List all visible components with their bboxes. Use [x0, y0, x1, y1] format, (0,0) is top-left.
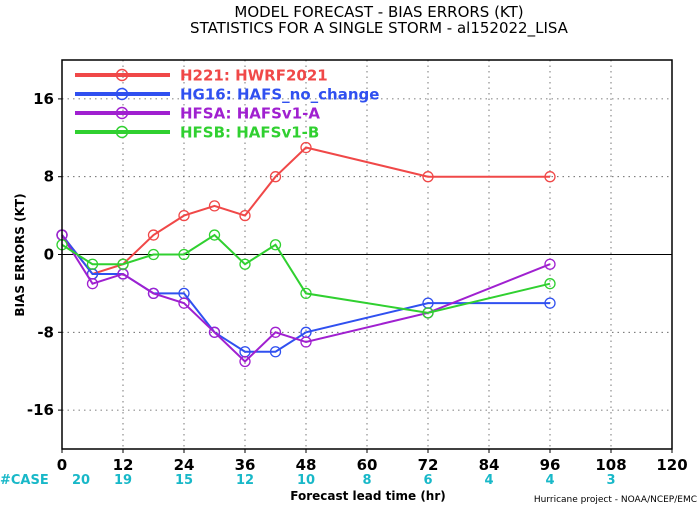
- x-tick-label: 36: [235, 456, 256, 474]
- series-line: [61, 234, 551, 363]
- data-point: [422, 307, 434, 319]
- y-tick-label: 0: [44, 246, 54, 264]
- data-point: [269, 171, 282, 183]
- series-line: [61, 233, 551, 314]
- legend-label: HG16: HAFS_no_change: [180, 86, 379, 104]
- data-point: [544, 258, 556, 270]
- chart-subtitle: STATISTICS FOR A SINGLE STORM - al152022…: [190, 19, 569, 38]
- data-point: [239, 355, 251, 368]
- case-count: 3: [606, 473, 615, 488]
- data-point: [239, 258, 251, 270]
- data-point: [147, 287, 160, 300]
- x-tick-label: 108: [595, 456, 626, 474]
- series-3: [56, 229, 556, 368]
- data-point: [544, 171, 556, 183]
- data-point: [544, 297, 556, 309]
- case-count: 15: [175, 473, 193, 488]
- data-point: [86, 258, 99, 270]
- y-axis-label: BIAS ERRORS (KT): [13, 193, 27, 316]
- data-point: [300, 336, 312, 348]
- case-counts: 20 19 15 12 10 8 6 4 4 3: [72, 473, 616, 488]
- data-point: [544, 278, 556, 290]
- data-point: [422, 171, 434, 183]
- x-tick-label: 60: [357, 456, 378, 474]
- data-point: [86, 278, 99, 290]
- case-label: #CASE: [0, 473, 49, 488]
- case-count: 12: [236, 473, 254, 488]
- y-tick-label: 8: [44, 168, 54, 186]
- data-point: [147, 248, 160, 261]
- legend-swatch-marker: [115, 125, 129, 139]
- y-tick-labels: -16 -8 0 8 16: [27, 90, 62, 419]
- legend-label: HFSB: HAFSv1-B: [180, 124, 319, 142]
- x-tick-labels: 0 12 24 36 48 60 72 84 96 108 120: [57, 449, 688, 474]
- data-point: [239, 209, 251, 222]
- legend-label: HFSA: HAFSv1-A: [180, 105, 320, 123]
- case-count: 10: [297, 473, 315, 488]
- series-layer: [56, 141, 556, 368]
- case-count: 4: [484, 473, 493, 488]
- data-point: [269, 239, 282, 251]
- legend-item-1: H221: HWRF2021: [75, 67, 328, 85]
- case-count: 20: [72, 473, 90, 488]
- x-tick-label: 12: [113, 456, 134, 474]
- x-tick-label: 84: [479, 456, 500, 474]
- y-tick-label: -16: [27, 401, 54, 419]
- x-tick-label: 24: [174, 456, 195, 474]
- x-tick-label: 96: [540, 456, 561, 474]
- case-count: 6: [423, 473, 432, 488]
- legend-swatch-marker: [115, 87, 129, 101]
- data-point: [178, 248, 190, 261]
- data-point: [208, 229, 221, 241]
- y-tick-label: 16: [33, 90, 54, 108]
- x-tick-label: 0: [57, 456, 67, 474]
- legend-label: H221: HWRF2021: [180, 67, 328, 85]
- case-count: 8: [362, 473, 371, 488]
- data-point: [208, 326, 221, 338]
- series-4: [56, 229, 556, 319]
- data-point: [147, 229, 160, 241]
- chart-title: MODEL FORECAST - BIAS ERRORS (KT): [234, 3, 523, 21]
- case-count: 19: [114, 473, 132, 488]
- data-point: [300, 287, 312, 300]
- legend-item-2: HG16: HAFS_no_change: [75, 86, 379, 104]
- legend-item-4: HFSB: HAFSv1-B: [75, 124, 319, 142]
- data-point: [178, 209, 190, 222]
- x-tick-label: 48: [296, 456, 317, 474]
- data-point: [208, 200, 221, 212]
- legend-item-3: HFSA: HAFSv1-A: [75, 105, 320, 123]
- data-point: [117, 258, 129, 270]
- legend-swatch-marker: [115, 106, 129, 120]
- y-tick-label: -8: [37, 323, 54, 341]
- data-point: [178, 297, 190, 309]
- credit-text: Hurricane project - NOAA/NCEP/EMC: [534, 495, 697, 505]
- case-count: 4: [545, 473, 554, 488]
- legend-swatch-marker: [115, 68, 129, 82]
- data-point: [300, 141, 312, 154]
- data-point: [269, 326, 282, 338]
- data-point: [269, 346, 282, 358]
- series-line: [61, 146, 550, 276]
- x-axis-label: Forecast lead time (hr): [290, 489, 446, 503]
- x-tick-label: 72: [418, 456, 439, 474]
- x-tick-label: 120: [656, 456, 687, 474]
